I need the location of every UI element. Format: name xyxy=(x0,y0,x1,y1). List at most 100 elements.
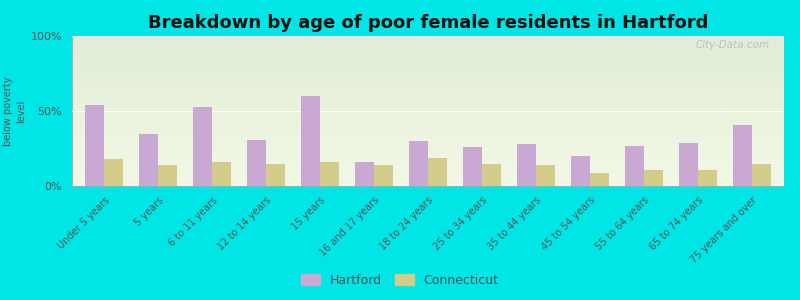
Bar xyxy=(72,108,784,110)
Bar xyxy=(72,141,784,142)
Bar xyxy=(72,90,784,92)
Bar xyxy=(72,150,784,152)
Bar xyxy=(72,130,784,132)
Legend: Hartford, Connecticut: Hartford, Connecticut xyxy=(298,270,502,291)
Bar xyxy=(72,178,784,180)
Bar xyxy=(536,165,554,186)
Bar xyxy=(72,40,784,42)
Bar xyxy=(139,134,158,186)
Bar xyxy=(72,48,784,50)
Bar xyxy=(86,105,104,186)
Bar xyxy=(72,158,784,159)
Bar xyxy=(72,167,784,168)
Bar xyxy=(72,106,784,108)
Title: Breakdown by age of poor female residents in Hartford: Breakdown by age of poor female resident… xyxy=(148,14,708,32)
Bar xyxy=(72,164,784,165)
Bar xyxy=(72,136,784,138)
Bar xyxy=(72,76,784,78)
Bar xyxy=(72,171,784,172)
Bar xyxy=(72,85,784,87)
Bar xyxy=(72,117,784,118)
Bar xyxy=(72,93,784,94)
Bar xyxy=(302,96,320,186)
Bar xyxy=(72,156,784,158)
Text: City-Data.com: City-Data.com xyxy=(696,40,770,50)
Bar xyxy=(72,120,784,122)
Bar xyxy=(72,36,784,38)
Bar xyxy=(428,158,447,186)
Bar xyxy=(72,111,784,112)
Bar xyxy=(104,159,123,186)
Bar xyxy=(72,50,784,51)
Bar xyxy=(355,162,374,186)
Bar xyxy=(72,81,784,82)
Bar xyxy=(72,110,784,111)
Bar xyxy=(72,183,784,184)
Bar xyxy=(72,100,784,102)
Bar xyxy=(266,164,285,186)
Bar xyxy=(72,172,784,174)
Bar xyxy=(247,140,266,186)
Bar xyxy=(72,51,784,52)
Bar xyxy=(72,56,784,57)
Bar xyxy=(72,176,784,177)
Bar xyxy=(72,134,784,135)
Bar xyxy=(72,129,784,130)
Bar xyxy=(72,144,784,146)
Bar xyxy=(72,64,784,66)
Bar xyxy=(72,66,784,68)
Bar xyxy=(72,46,784,48)
Bar xyxy=(72,138,784,140)
Bar xyxy=(72,92,784,93)
Bar xyxy=(72,57,784,58)
Bar xyxy=(72,87,784,88)
Bar xyxy=(72,162,784,164)
Bar xyxy=(72,72,784,74)
Bar xyxy=(72,126,784,128)
Bar xyxy=(72,159,784,160)
Bar xyxy=(72,42,784,44)
Bar xyxy=(72,38,784,39)
Y-axis label: percentage
below poverty
level: percentage below poverty level xyxy=(0,76,26,146)
Bar xyxy=(72,177,784,178)
Bar xyxy=(72,152,784,153)
Bar xyxy=(72,105,784,106)
Bar xyxy=(72,116,784,117)
Bar xyxy=(72,99,784,100)
Bar xyxy=(72,58,784,60)
Bar xyxy=(72,102,784,104)
Bar xyxy=(72,45,784,46)
Bar xyxy=(320,162,339,186)
Bar xyxy=(409,141,428,186)
Bar xyxy=(72,39,784,40)
Bar xyxy=(72,94,784,96)
Bar xyxy=(72,103,784,105)
Bar xyxy=(72,60,784,61)
Bar xyxy=(72,84,784,86)
Bar xyxy=(72,182,784,183)
Bar xyxy=(194,106,212,186)
Bar xyxy=(72,118,784,120)
Bar xyxy=(72,122,784,123)
Bar xyxy=(72,168,784,170)
Bar xyxy=(72,123,784,124)
Bar xyxy=(72,169,784,171)
Bar xyxy=(72,140,784,141)
Bar xyxy=(72,63,784,64)
Bar xyxy=(72,128,784,129)
Bar xyxy=(72,132,784,134)
Bar xyxy=(590,172,609,186)
Bar xyxy=(72,52,784,54)
Bar xyxy=(571,156,590,186)
Bar xyxy=(72,68,784,69)
Bar xyxy=(72,88,784,90)
Bar xyxy=(72,74,784,75)
Bar xyxy=(72,180,784,182)
Bar xyxy=(72,165,784,166)
Bar xyxy=(72,96,784,98)
Bar xyxy=(752,164,770,186)
Bar xyxy=(463,147,482,186)
Bar xyxy=(72,98,784,99)
Bar xyxy=(158,165,177,186)
Bar xyxy=(72,154,784,156)
